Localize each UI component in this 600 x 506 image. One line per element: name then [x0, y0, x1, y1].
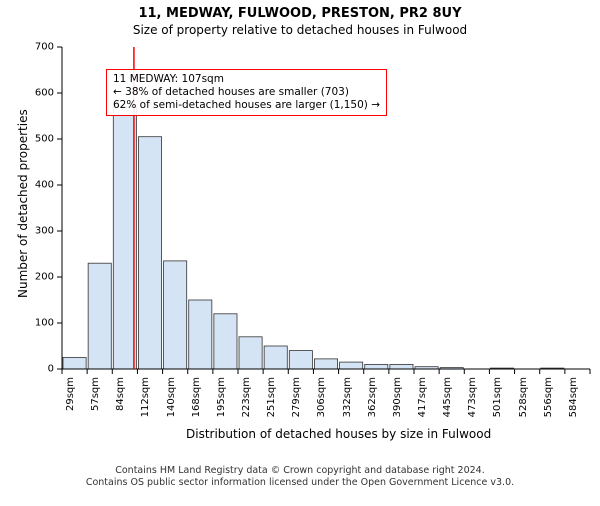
x-tick-label: 528sqm [518, 377, 529, 417]
y-tick-label: 400 [0, 180, 54, 191]
chart-area: Number of detached properties Distributi… [0, 37, 600, 461]
y-tick-label: 600 [0, 88, 54, 99]
x-tick-label: 445sqm [442, 377, 453, 417]
x-tick-label: 417sqm [417, 377, 428, 417]
x-tick-label: 112sqm [140, 377, 151, 417]
x-tick-label: 362sqm [367, 377, 378, 417]
x-tick-label: 279sqm [291, 377, 302, 417]
x-tick-label: 140sqm [166, 377, 177, 417]
footer-attribution: Contains HM Land Registry data © Crown c… [0, 465, 600, 489]
x-tick-label: 390sqm [392, 377, 403, 417]
x-tick-label: 473sqm [467, 377, 478, 417]
page-title-address: 11, MEDWAY, FULWOOD, PRESTON, PR2 8UY [0, 6, 600, 21]
x-tick-label: 332sqm [342, 377, 353, 417]
x-tick-label: 306sqm [316, 377, 327, 417]
x-tick-label: 251sqm [266, 377, 277, 417]
x-tick-label: 584sqm [568, 377, 579, 417]
footer-line: Contains OS public sector information li… [0, 477, 600, 489]
annotation-box: 11 MEDWAY: 107sqm ← 38% of detached hous… [106, 69, 387, 116]
footer-line: Contains HM Land Registry data © Crown c… [0, 465, 600, 477]
x-axis-label: Distribution of detached houses by size … [186, 427, 491, 441]
y-tick-label: 100 [0, 318, 54, 329]
annotation-line: 62% of semi-detached houses are larger (… [113, 99, 380, 112]
x-tick-label: 223sqm [241, 377, 252, 417]
x-tick-label: 501sqm [492, 377, 503, 417]
annotation-line: 11 MEDWAY: 107sqm [113, 73, 380, 86]
y-tick-label: 0 [0, 364, 54, 375]
x-tick-label: 84sqm [115, 377, 126, 411]
y-tick-label: 700 [0, 42, 54, 53]
annotation-line: ← 38% of detached houses are smaller (70… [113, 86, 380, 99]
x-tick-label: 556sqm [543, 377, 554, 417]
page-title-subtitle: Size of property relative to detached ho… [0, 23, 600, 37]
y-tick-label: 300 [0, 226, 54, 237]
y-tick-label: 500 [0, 134, 54, 145]
y-tick-label: 200 [0, 272, 54, 283]
x-tick-label: 29sqm [65, 377, 76, 411]
x-tick-label: 57sqm [90, 377, 101, 411]
x-tick-label: 195sqm [216, 377, 227, 417]
x-tick-label: 168sqm [191, 377, 202, 417]
